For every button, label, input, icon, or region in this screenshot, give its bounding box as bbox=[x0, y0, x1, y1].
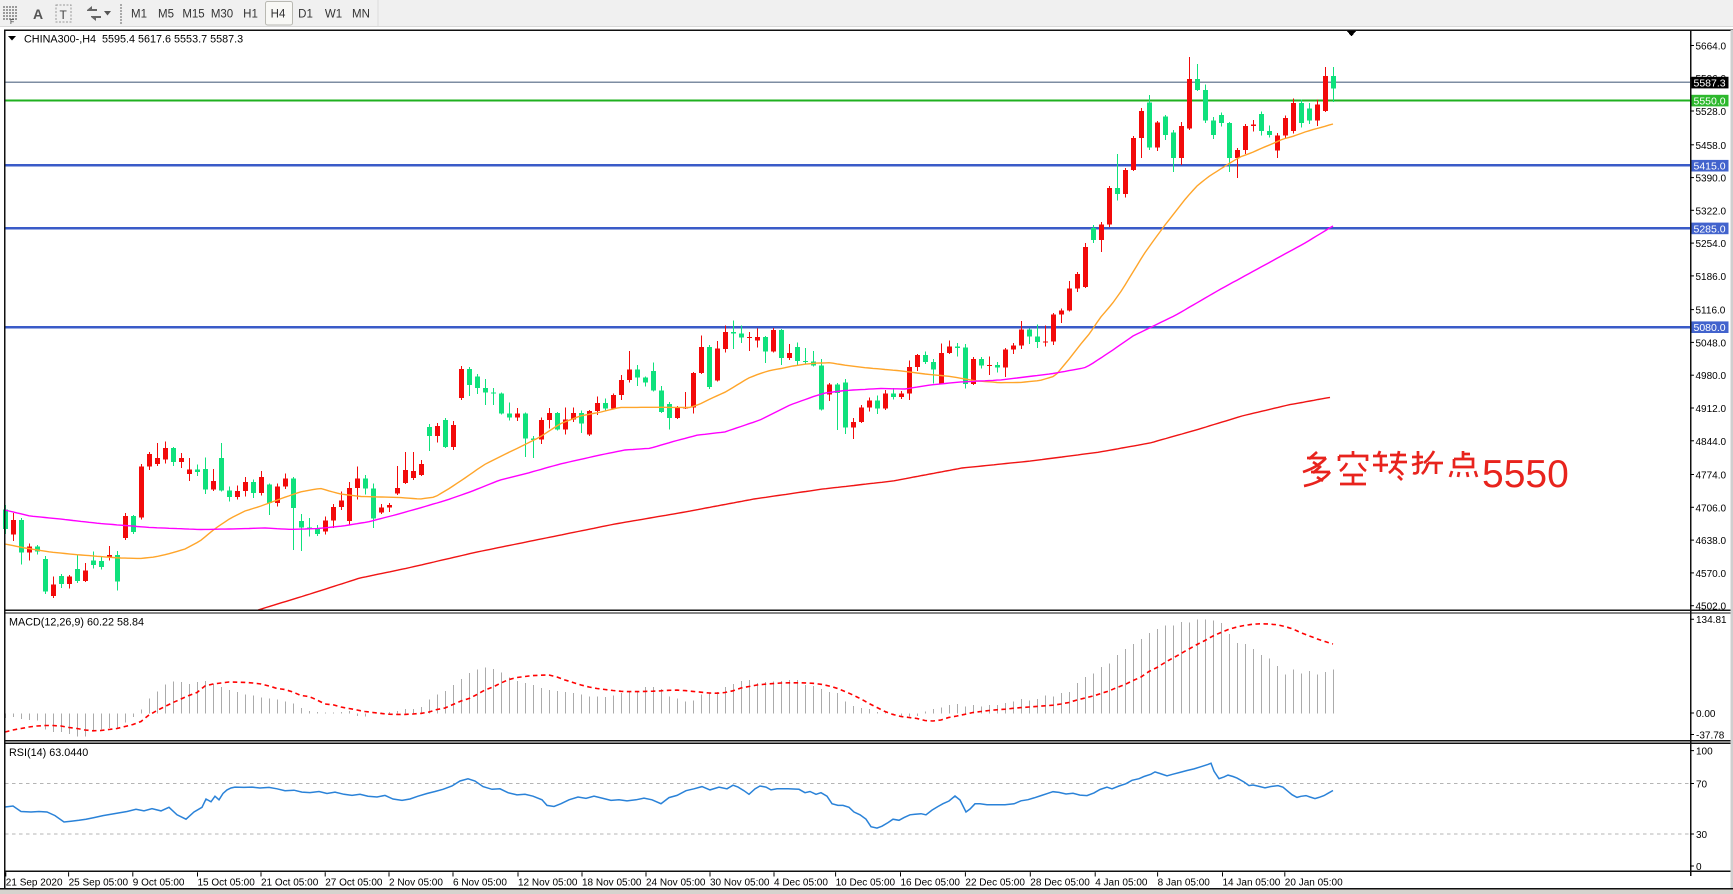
svg-text:5048.0: 5048.0 bbox=[1696, 338, 1727, 349]
svg-text:A: A bbox=[33, 6, 43, 22]
svg-text:4 Dec 05:00: 4 Dec 05:00 bbox=[774, 878, 828, 889]
svg-text:H1: H1 bbox=[243, 9, 258, 21]
svg-text:6 Nov 05:00: 6 Nov 05:00 bbox=[453, 878, 507, 889]
svg-text:T: T bbox=[60, 8, 68, 22]
svg-text:8 Jan 05:00: 8 Jan 05:00 bbox=[1158, 878, 1211, 889]
svg-text:M5: M5 bbox=[158, 9, 174, 21]
svg-text:4 Jan 05:00: 4 Jan 05:00 bbox=[1095, 878, 1148, 889]
svg-text:24 Nov 05:00: 24 Nov 05:00 bbox=[646, 878, 706, 889]
svg-text:20 Jan 05:00: 20 Jan 05:00 bbox=[1285, 878, 1343, 889]
svg-text:4844.0: 4844.0 bbox=[1696, 437, 1727, 448]
svg-text:16 Dec 05:00: 16 Dec 05:00 bbox=[901, 878, 961, 889]
svg-text:D1: D1 bbox=[298, 9, 313, 21]
svg-text:15 Oct 05:00: 15 Oct 05:00 bbox=[198, 878, 256, 889]
svg-text:22 Dec 05:00: 22 Dec 05:00 bbox=[965, 878, 1025, 889]
svg-text:RSI(14) 63.0440: RSI(14) 63.0440 bbox=[9, 747, 88, 759]
svg-text:MACD(12,26,9) 60.22 58.84: MACD(12,26,9) 60.22 58.84 bbox=[9, 617, 144, 629]
svg-text:100: 100 bbox=[1696, 747, 1713, 758]
svg-text:4706.0: 4706.0 bbox=[1696, 503, 1727, 514]
svg-text:5080.0: 5080.0 bbox=[1694, 322, 1726, 334]
svg-text:70: 70 bbox=[1696, 780, 1708, 791]
svg-text:-37.78: -37.78 bbox=[1696, 731, 1725, 742]
svg-text:5587.3: 5587.3 bbox=[1694, 78, 1726, 90]
svg-text:5664.0: 5664.0 bbox=[1696, 42, 1727, 53]
svg-text:10 Dec 05:00: 10 Dec 05:00 bbox=[836, 878, 896, 889]
svg-text:CHINA300-,H4 5595.4 5617.6 55: CHINA300-,H4 5595.4 5617.6 5553.7 5587.3 bbox=[24, 34, 243, 46]
svg-text:30 Nov 05:00: 30 Nov 05:00 bbox=[710, 878, 770, 889]
svg-text:9 Oct 05:00: 9 Oct 05:00 bbox=[133, 878, 185, 889]
svg-text:28 Dec 05:00: 28 Dec 05:00 bbox=[1030, 878, 1090, 889]
svg-text:25 Sep 05:00: 25 Sep 05:00 bbox=[69, 878, 129, 889]
svg-text:0: 0 bbox=[1696, 862, 1702, 873]
svg-text:H4: H4 bbox=[271, 9, 286, 21]
svg-text:F: F bbox=[10, 19, 14, 26]
svg-text:2 Nov 05:00: 2 Nov 05:00 bbox=[389, 878, 443, 889]
svg-text:14 Jan 05:00: 14 Jan 05:00 bbox=[1223, 878, 1281, 889]
svg-text:5550.0: 5550.0 bbox=[1694, 96, 1726, 108]
svg-text:M1: M1 bbox=[131, 9, 147, 21]
svg-text:30: 30 bbox=[1696, 830, 1708, 841]
svg-text:27 Oct 05:00: 27 Oct 05:00 bbox=[325, 878, 383, 889]
svg-text:5390.0: 5390.0 bbox=[1696, 174, 1727, 185]
svg-text:5550: 5550 bbox=[1482, 453, 1569, 496]
svg-text:4980.0: 4980.0 bbox=[1696, 371, 1727, 382]
svg-text:5285.0: 5285.0 bbox=[1694, 223, 1726, 235]
svg-text:21 Sep 2020: 21 Sep 2020 bbox=[6, 878, 63, 889]
svg-text:4774.0: 4774.0 bbox=[1696, 471, 1727, 482]
svg-text:134.81: 134.81 bbox=[1696, 615, 1727, 626]
svg-text:4638.0: 4638.0 bbox=[1696, 536, 1727, 547]
svg-text:12 Nov 05:00: 12 Nov 05:00 bbox=[518, 878, 578, 889]
svg-text:M15: M15 bbox=[182, 9, 204, 21]
svg-text:21 Oct 05:00: 21 Oct 05:00 bbox=[261, 878, 319, 889]
svg-text:5528.0: 5528.0 bbox=[1696, 107, 1727, 118]
svg-text:5186.0: 5186.0 bbox=[1696, 272, 1727, 283]
svg-text:5415.0: 5415.0 bbox=[1694, 161, 1726, 173]
svg-text:MN: MN bbox=[352, 9, 370, 21]
svg-text:5322.0: 5322.0 bbox=[1696, 206, 1727, 217]
svg-text:M30: M30 bbox=[211, 9, 233, 21]
svg-text:W1: W1 bbox=[325, 9, 342, 21]
svg-text:5458.0: 5458.0 bbox=[1696, 141, 1727, 152]
svg-text:0.00: 0.00 bbox=[1696, 709, 1716, 720]
svg-text:5116.0: 5116.0 bbox=[1696, 306, 1726, 317]
svg-text:4502.0: 4502.0 bbox=[1696, 602, 1727, 613]
svg-text:4570.0: 4570.0 bbox=[1696, 569, 1727, 580]
svg-text:18 Nov 05:00: 18 Nov 05:00 bbox=[582, 878, 642, 889]
svg-text:5254.0: 5254.0 bbox=[1696, 239, 1727, 250]
svg-text:4912.0: 4912.0 bbox=[1696, 404, 1727, 415]
